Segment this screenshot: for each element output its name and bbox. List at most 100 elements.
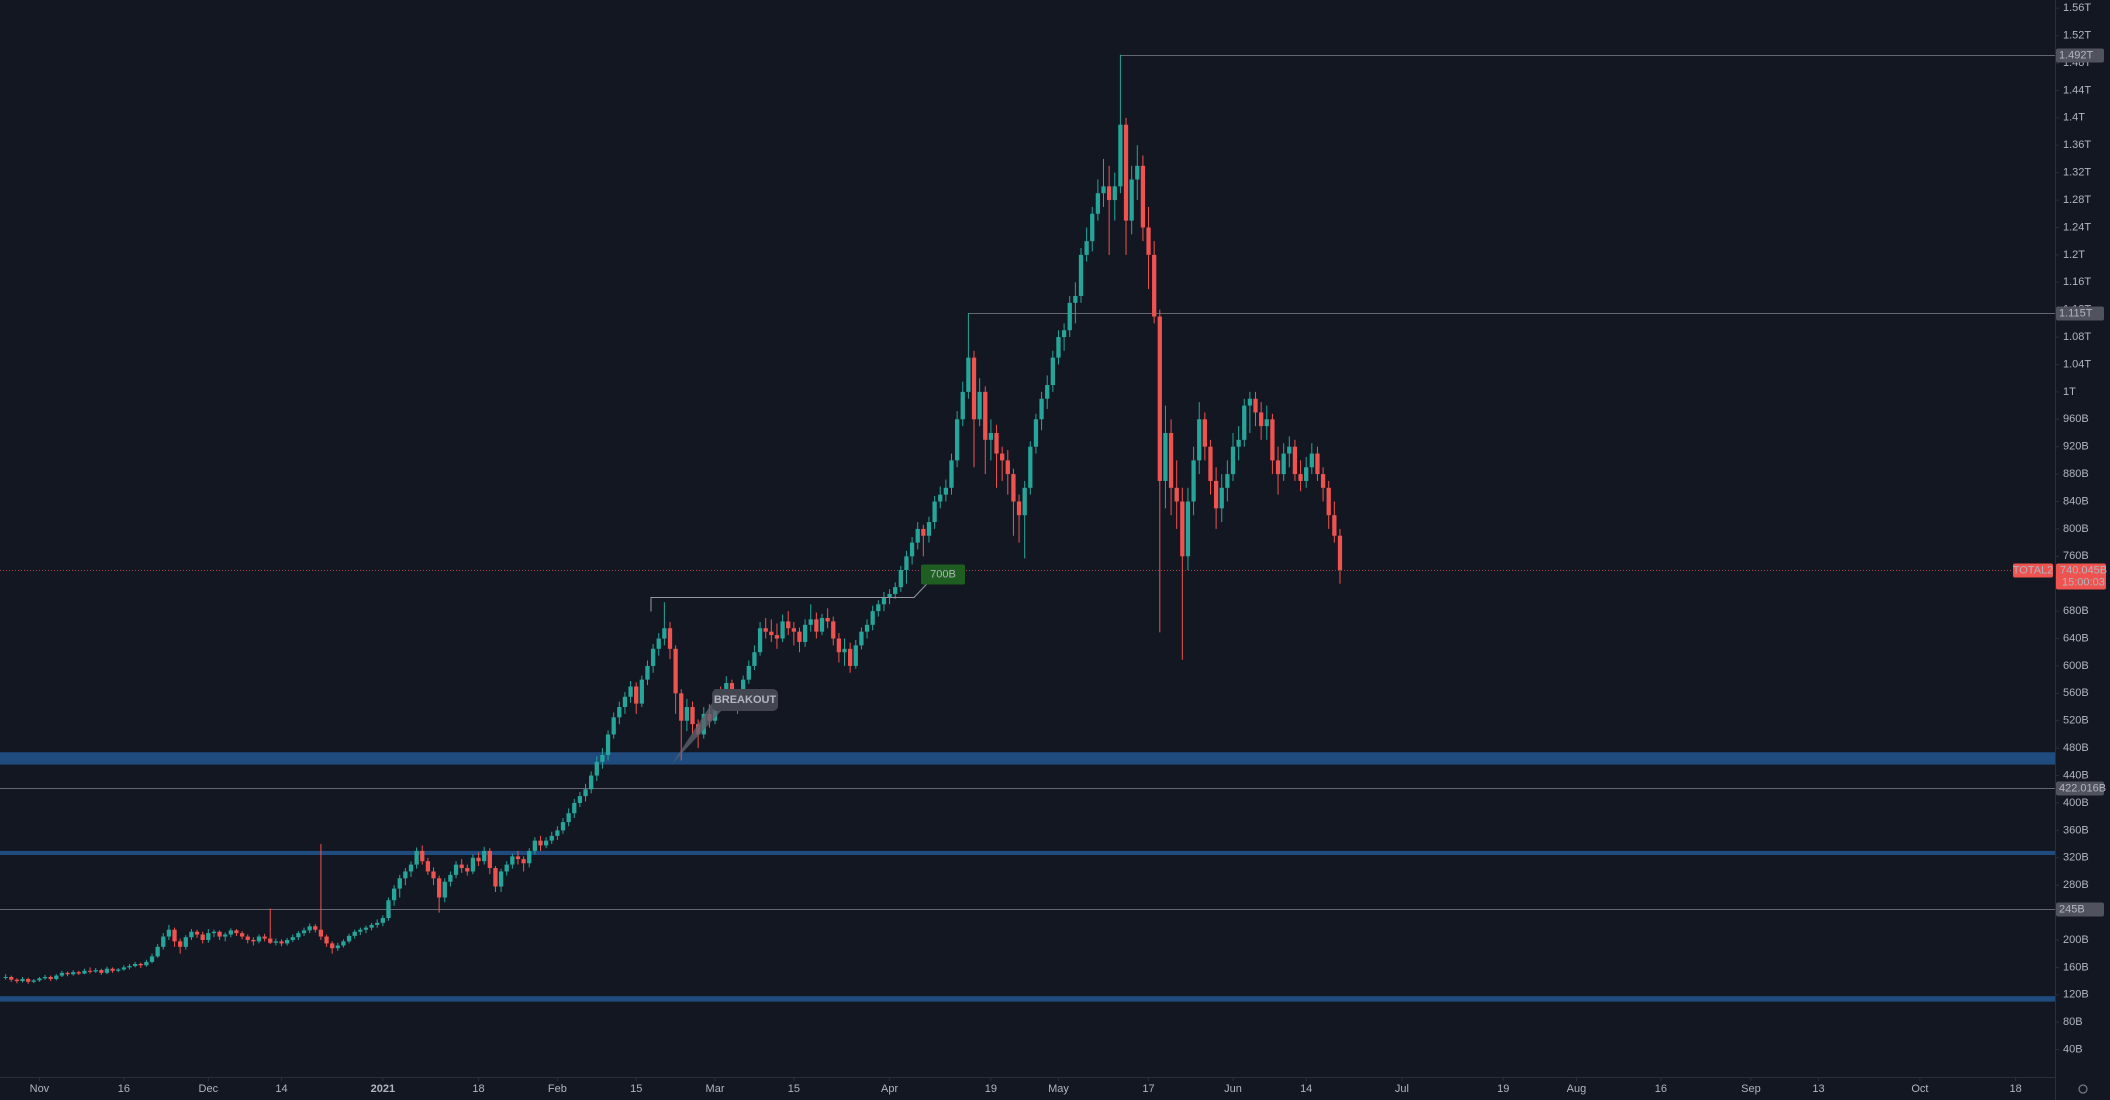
candle-body — [870, 611, 875, 625]
level-label: 245B — [2059, 903, 2085, 915]
candle-body — [256, 936, 262, 942]
candle-body — [1174, 487, 1179, 502]
candle-body — [414, 850, 419, 865]
candle-body — [566, 813, 571, 823]
candle-body — [403, 871, 408, 879]
candle-body — [1146, 227, 1151, 255]
candle-body — [504, 864, 509, 872]
candle-body — [437, 878, 442, 898]
y-tick-label: 400B — [2063, 797, 2089, 809]
candle-body — [1208, 446, 1213, 481]
candle-body — [1163, 432, 1168, 481]
candle-body — [189, 931, 194, 938]
x-tick-label: Nov — [30, 1083, 50, 1095]
candle-body — [1000, 453, 1005, 461]
candle-body — [1118, 124, 1123, 187]
candle-body — [93, 970, 98, 972]
y-tick-label: 1.36T — [2063, 139, 2091, 151]
x-tick-label: Dec — [199, 1083, 219, 1095]
candle-body — [605, 734, 611, 755]
candle-body — [76, 972, 81, 974]
y-tick-label: 40B — [2063, 1044, 2083, 1056]
candle-body — [99, 970, 104, 973]
candle-body — [543, 840, 549, 846]
candle-body — [560, 822, 566, 831]
candle-body — [752, 652, 757, 666]
candle-body — [1225, 474, 1230, 488]
level-label: 1.492T — [2059, 49, 2094, 61]
candle-body — [1292, 446, 1298, 475]
candle-body — [1337, 535, 1343, 570]
candle-body — [977, 391, 982, 420]
y-tick-label: 1T — [2063, 386, 2076, 398]
candle-body — [622, 696, 628, 708]
candle-body — [138, 963, 143, 966]
candle-body — [1033, 419, 1039, 447]
candle-body — [386, 900, 391, 919]
candle-body — [555, 830, 560, 836]
candle-body — [769, 631, 774, 636]
candle-body — [116, 969, 121, 971]
candle-body — [819, 617, 825, 632]
candle-body — [1275, 460, 1281, 475]
candle-body — [9, 976, 14, 980]
candle-body — [239, 933, 245, 937]
candle-body — [1287, 446, 1292, 454]
annotation-box — [921, 564, 965, 585]
candle-body — [279, 941, 284, 944]
candle-body — [915, 528, 920, 543]
annotation-label: BREAKOUT — [714, 694, 777, 706]
candle-body — [938, 494, 943, 502]
candle-body — [594, 761, 599, 776]
x-tick-label: 16 — [1655, 1083, 1667, 1095]
y-tick-label: 960B — [2063, 413, 2089, 425]
candle-body — [1095, 193, 1101, 214]
candle-body — [960, 391, 965, 420]
candle-body — [245, 936, 250, 940]
y-tick-label: 1.32T — [2063, 167, 2091, 179]
candle-body — [802, 624, 808, 642]
candle-body — [324, 936, 329, 944]
candle-body — [493, 868, 498, 887]
candle-body — [954, 419, 960, 461]
candle-body — [431, 871, 436, 879]
candle-body — [341, 941, 346, 946]
candle-body — [667, 628, 673, 649]
candle-body — [966, 357, 971, 392]
y-tick-label: 1.28T — [2063, 194, 2091, 206]
candle-body — [1045, 385, 1050, 399]
candle-body — [149, 956, 155, 962]
x-tick-label: 2021 — [371, 1083, 395, 1095]
candle-body — [442, 881, 447, 898]
candle-body — [690, 707, 695, 725]
candle-body — [611, 717, 616, 735]
candle-body — [1191, 460, 1196, 502]
candle-body — [420, 850, 425, 862]
candle-body — [949, 460, 954, 488]
level-label: 1.115T — [2059, 307, 2093, 319]
candle-body — [1056, 337, 1061, 358]
x-tick-label: Sep — [1741, 1083, 1761, 1095]
candle-body — [532, 840, 538, 851]
candle-body — [251, 939, 256, 942]
x-tick-label: 18 — [472, 1083, 484, 1095]
candle-body — [307, 926, 312, 931]
candle-body — [848, 648, 853, 666]
y-tick-label: 360B — [2063, 824, 2089, 836]
candle-body — [1259, 412, 1264, 427]
candle-body — [268, 938, 273, 943]
candle-body — [425, 861, 431, 872]
level-tag — [2056, 781, 2104, 796]
candle-body — [110, 968, 115, 971]
candle-body — [1078, 254, 1084, 296]
candle-body — [59, 972, 65, 976]
candle-body — [538, 840, 543, 846]
candle-body — [194, 931, 200, 935]
candle-body — [926, 522, 932, 536]
candle-body — [1315, 453, 1320, 475]
settings-icon[interactable] — [2078, 1084, 2088, 1094]
candle-body — [1022, 487, 1027, 516]
candle-body — [1326, 487, 1331, 516]
candle-body — [1242, 405, 1247, 440]
